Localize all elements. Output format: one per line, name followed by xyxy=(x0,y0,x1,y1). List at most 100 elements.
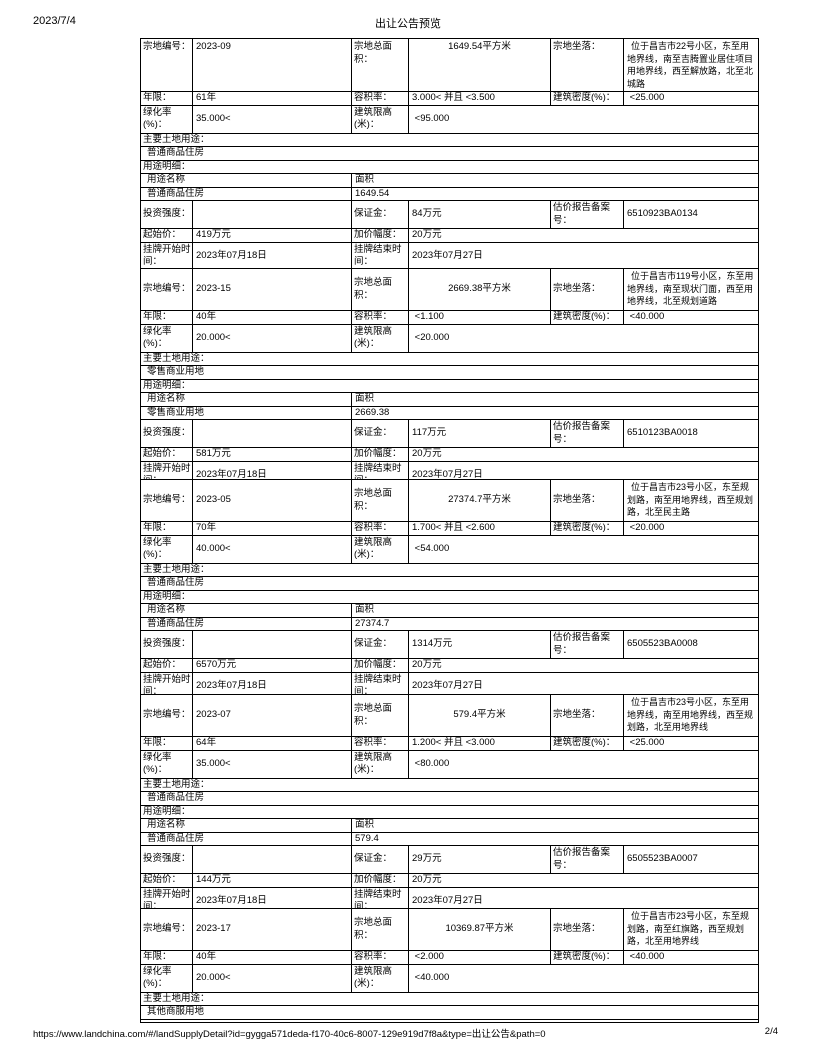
parcel-table-2023-05: 宗地编号： 2023-05 宗地总面积： 27374.7平方米 宗地坐落： 位于… xyxy=(140,479,759,701)
increment-label: 加价幅度： xyxy=(351,873,409,888)
main-use-value: 其他商服用地 xyxy=(140,1005,759,1020)
valuation-value: 6510123BA0018 xyxy=(623,419,759,448)
valuation-value: 6505523BA0007 xyxy=(623,845,759,874)
term-label: 年限： xyxy=(140,736,193,751)
investment-value xyxy=(192,845,352,874)
start-price-value: 581万元 xyxy=(192,447,352,462)
far-label: 容积率： xyxy=(351,950,409,965)
clipped-row xyxy=(140,1018,759,1023)
height-limit-label: 建筑限高 (米)： xyxy=(351,104,409,134)
location-label: 宗地坐落： xyxy=(550,694,624,737)
green-value: 20.000< xyxy=(192,963,352,993)
density-value: <20.000 xyxy=(623,521,759,536)
start-price-label: 起始价： xyxy=(140,447,193,462)
use-area-header: 面积 xyxy=(351,173,759,188)
use-detail-label: 用途明细： xyxy=(140,378,759,393)
start-price-value: 144万元 xyxy=(192,873,352,888)
use-area-header: 面积 xyxy=(351,392,759,407)
valuation-label: 估价报告备案 号： xyxy=(550,845,624,874)
parcel-table-2023-15: 宗地编号： 2023-15 宗地总面积： 2669.38平方米 宗地坐落： 位于… xyxy=(140,268,759,490)
parcel-table-2023-09: 宗地编号： 2023-09 宗地总面积： 1649.54平方米 宗地坐落： 位于… xyxy=(140,38,759,271)
main-use-label: 主要土地用途： xyxy=(140,777,759,792)
term-label: 年限： xyxy=(140,91,193,106)
total-area-label: 宗地总面积： xyxy=(351,479,409,522)
total-area-value: 579.4平方米 xyxy=(408,694,551,737)
location-value: 位于昌吉市23号小区，东至用 地界线，南至用地界线，西至规 划路，北至用地界线 xyxy=(623,694,759,737)
start-price-label: 起始价： xyxy=(140,658,193,673)
density-value: <40.000 xyxy=(623,310,759,325)
investment-value xyxy=(192,630,352,659)
investment-label: 投资强度： xyxy=(140,845,193,874)
deposit-label: 保证金： xyxy=(351,845,409,874)
start-price-label: 起始价： xyxy=(140,873,193,888)
main-use-value: 零售商业用地 xyxy=(140,365,759,380)
listing-end-label: 挂牌结束时 间： xyxy=(351,241,409,271)
green-value: 40.000< xyxy=(192,534,352,564)
height-limit-value: <80.000 xyxy=(408,749,759,779)
use-area-value: 27374.7 xyxy=(351,616,759,631)
main-use-value: 普通商品住房 xyxy=(140,576,759,591)
header-date: 2023/7/4 xyxy=(33,15,76,27)
deposit-value: 84万元 xyxy=(408,200,551,229)
valuation-value: 6510923BA0134 xyxy=(623,200,759,229)
green-label: 绿化率(%)： xyxy=(140,534,193,564)
total-area-label: 宗地总面积： xyxy=(351,38,409,92)
density-label: 建筑密度(%)： xyxy=(550,736,624,751)
main-use-label: 主要土地用途： xyxy=(140,991,759,1006)
deposit-label: 保证金： xyxy=(351,419,409,448)
height-limit-value: <20.000 xyxy=(408,323,759,353)
height-limit-value: <95.000 xyxy=(408,104,759,134)
use-name-value: 普通商品住房 xyxy=(140,186,352,201)
parcel-id-value: 2023-17 xyxy=(192,908,352,951)
total-area-label: 宗地总面积： xyxy=(351,268,409,311)
location-value: 位于昌吉市23号小区，东至规 划路，南至红旗路，西至规划 路，北至用地界线 xyxy=(623,908,759,951)
total-area-label: 宗地总面积： xyxy=(351,694,409,737)
increment-value: 20万元 xyxy=(408,447,759,462)
total-area-value: 27374.7平方米 xyxy=(408,479,551,522)
far-value: 1.700< 并且 <2.600 xyxy=(408,521,551,536)
far-value: <1.100 xyxy=(408,310,551,325)
page-title: 出让公告预览 xyxy=(375,18,441,30)
investment-label: 投资强度： xyxy=(140,200,193,229)
parcel-id-value: 2023-05 xyxy=(192,479,352,522)
density-value: <25.000 xyxy=(623,91,759,106)
parcel-id-label: 宗地编号： xyxy=(140,268,193,311)
increment-label: 加价幅度： xyxy=(351,447,409,462)
parcel-id-label: 宗地编号： xyxy=(140,908,193,951)
term-value: 40年 xyxy=(192,310,352,325)
parcel-table-2023-07: 宗地编号： 2023-07 宗地总面积： 579.4平方米 宗地坐落： 位于昌吉… xyxy=(140,694,759,916)
density-label: 建筑密度(%)： xyxy=(550,521,624,536)
valuation-value: 6505523BA0008 xyxy=(623,630,759,659)
density-value: <40.000 xyxy=(623,950,759,965)
use-area-header: 面积 xyxy=(351,603,759,618)
location-label: 宗地坐落： xyxy=(550,38,624,92)
term-label: 年限： xyxy=(140,950,193,965)
main-use-label: 主要土地用途： xyxy=(140,562,759,577)
use-detail-label: 用途明细： xyxy=(140,589,759,604)
use-name-header: 用途名称 xyxy=(140,603,352,618)
investment-value xyxy=(192,419,352,448)
density-label: 建筑密度(%)： xyxy=(550,950,624,965)
parcel-id-value: 2023-07 xyxy=(192,694,352,737)
footer-page-number: 2/4 xyxy=(764,1026,778,1037)
height-limit-label: 建筑限高 (米)： xyxy=(351,963,409,993)
location-value: 位于昌吉市119号小区，东至用 地界线，南至现状门面，西至用 地界线，北至规划道… xyxy=(623,268,759,311)
use-area-value: 2669.38 xyxy=(351,405,759,420)
use-name-header: 用途名称 xyxy=(140,392,352,407)
increment-value: 20万元 xyxy=(408,228,759,243)
green-value: 20.000< xyxy=(192,323,352,353)
deposit-label: 保证金： xyxy=(351,200,409,229)
parcel-id-label: 宗地编号： xyxy=(140,479,193,522)
start-price-value: 6570万元 xyxy=(192,658,352,673)
valuation-label: 估价报告备案 号： xyxy=(550,630,624,659)
parcel-table-2023-17: 宗地编号： 2023-17 宗地总面积： 10369.87平方米 宗地坐落： 位… xyxy=(140,908,759,1023)
use-area-value: 579.4 xyxy=(351,831,759,846)
deposit-value: 1314万元 xyxy=(408,630,551,659)
use-name-header: 用途名称 xyxy=(140,173,352,188)
term-value: 64年 xyxy=(192,736,352,751)
start-price-value: 419万元 xyxy=(192,228,352,243)
green-label: 绿化率(%)： xyxy=(140,963,193,993)
height-limit-label: 建筑限高 (米)： xyxy=(351,323,409,353)
main-use-label: 主要土地用途： xyxy=(140,351,759,366)
